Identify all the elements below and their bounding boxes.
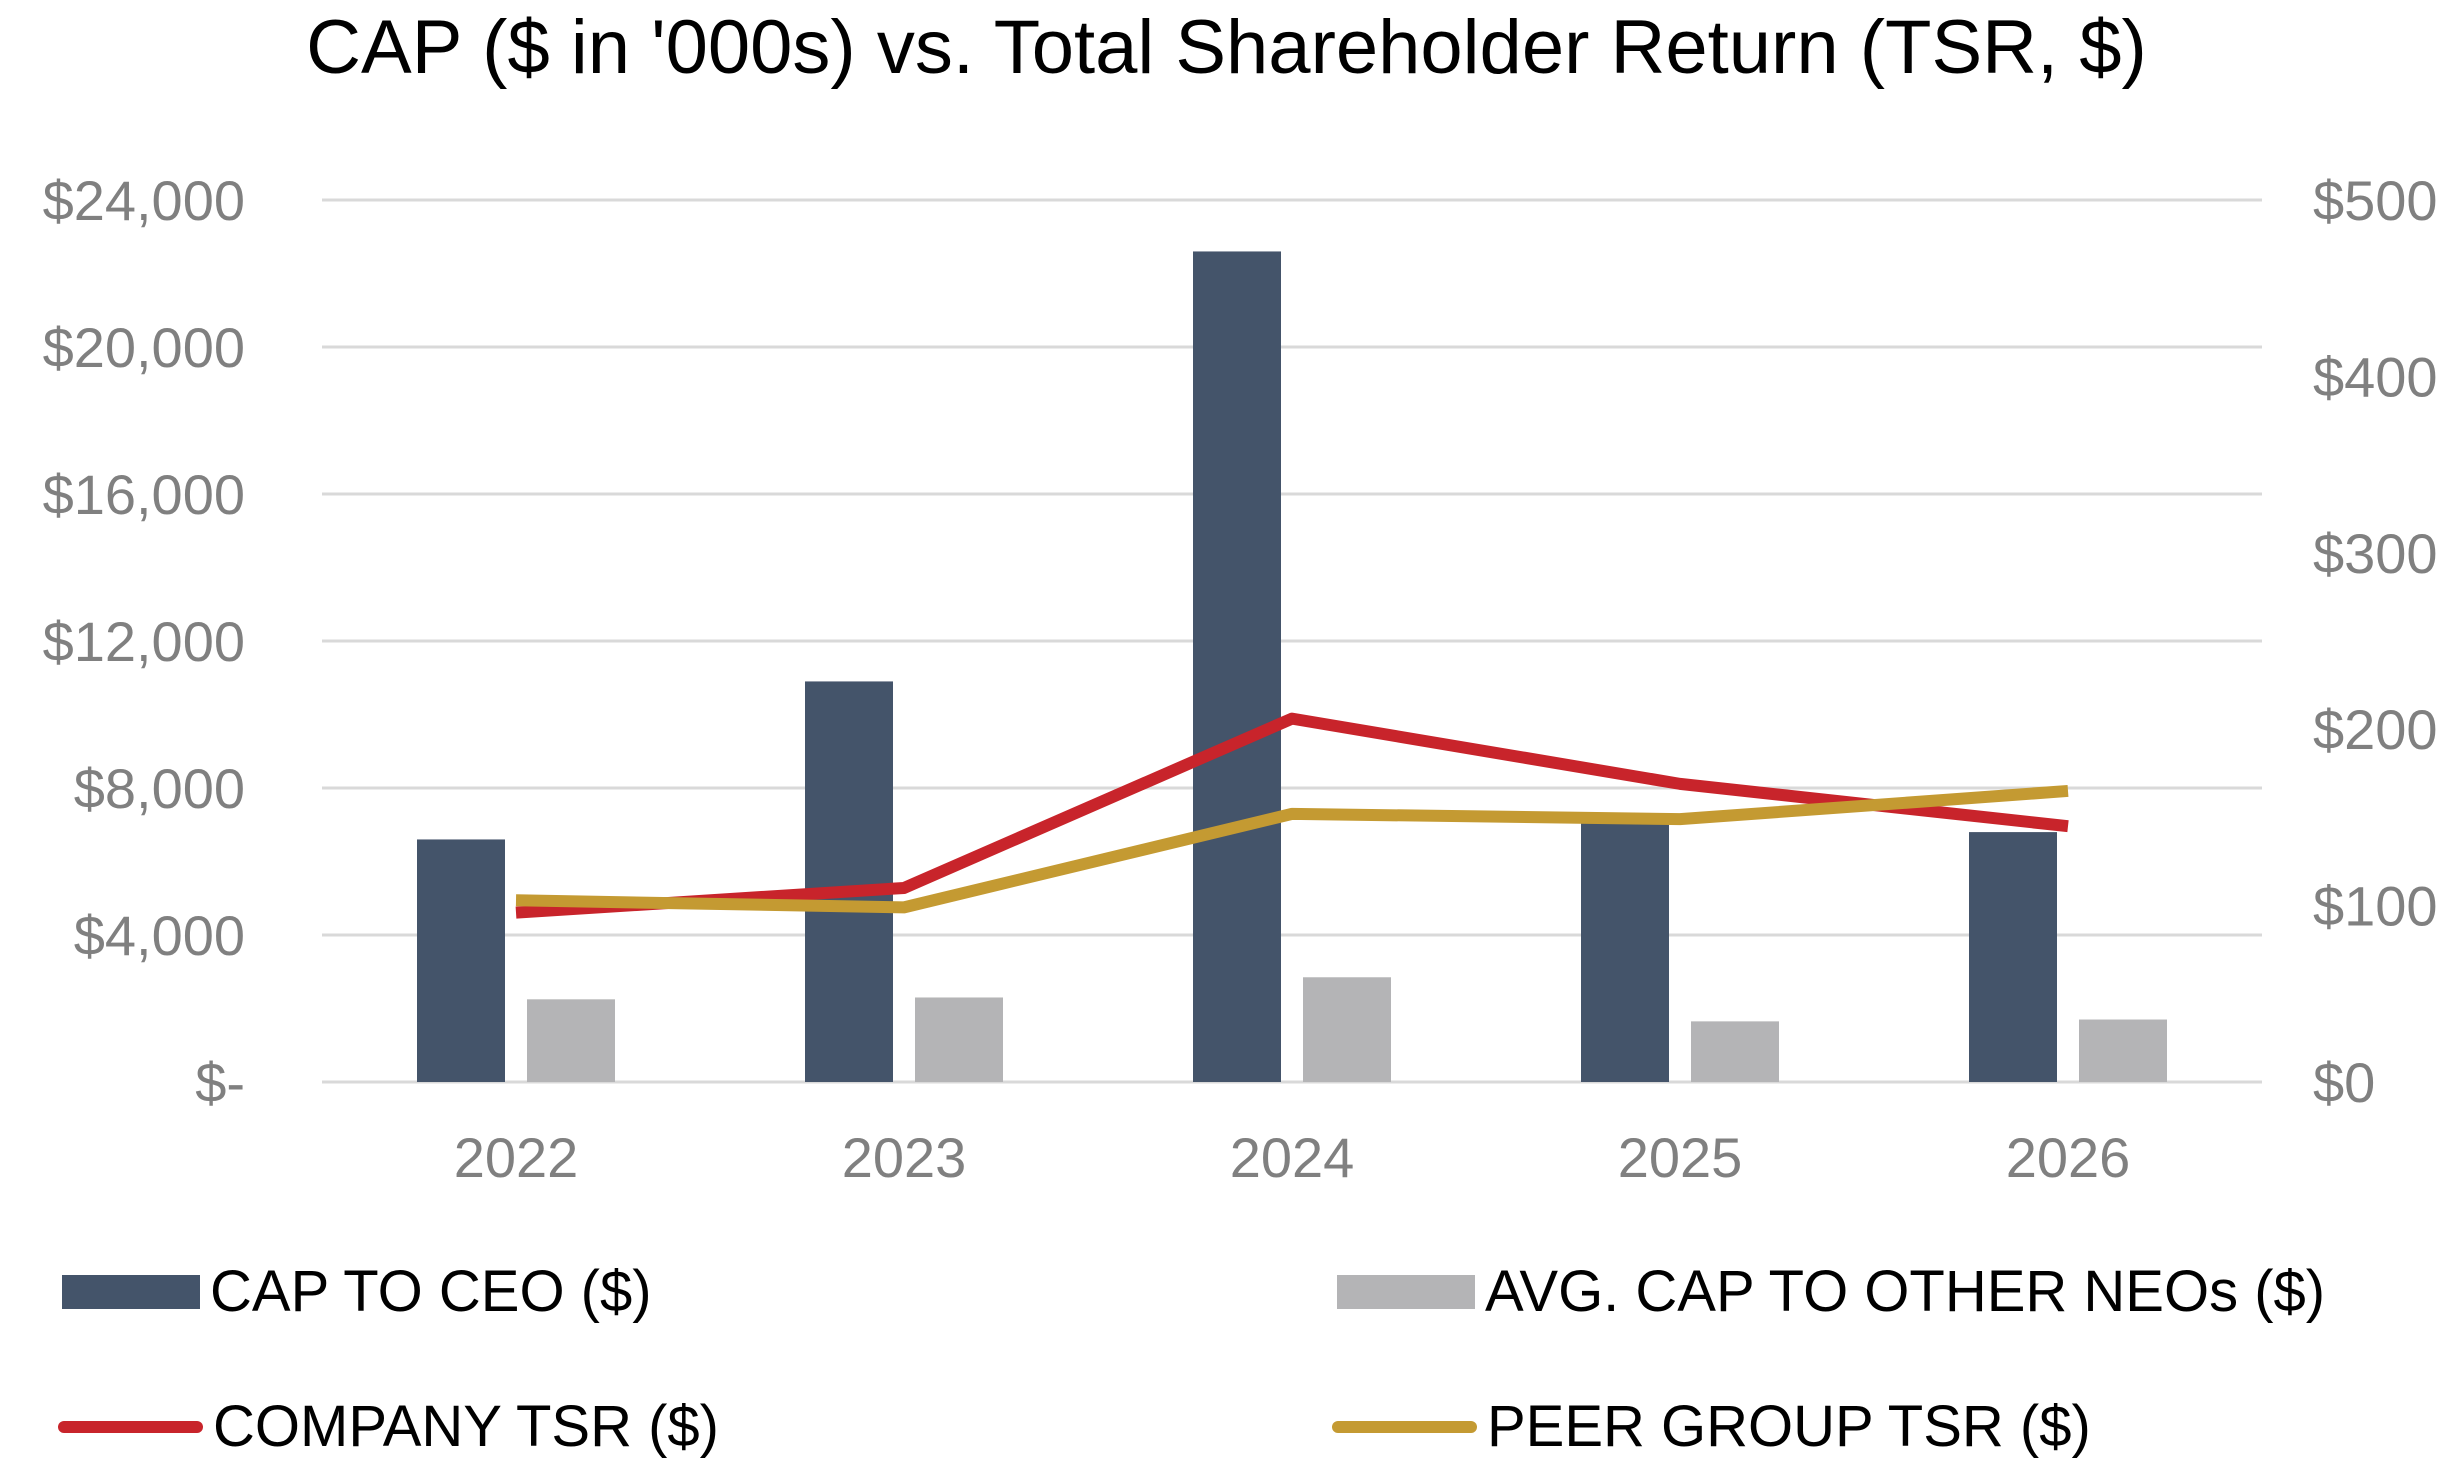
x-tick-label: 2022 <box>454 1126 579 1189</box>
bar-avg-cap-neos <box>915 997 1003 1082</box>
y-left-tick-label: $12,000 <box>43 610 245 673</box>
bar-cap-ceo <box>805 681 893 1082</box>
y-left-tick-label: $16,000 <box>43 463 245 526</box>
gridlines <box>322 198 2262 1084</box>
bar-avg-cap-neos <box>1691 1021 1779 1082</box>
y-right-tick-label: $400 <box>2313 345 2438 408</box>
x-tick-label: 2023 <box>842 1126 967 1189</box>
line-peer-group-tsr <box>515 784 2069 914</box>
bar-cap-ceo <box>1581 821 1669 1082</box>
line-company-tsr <box>515 712 2069 919</box>
bar-cap-ceo <box>417 839 505 1082</box>
y-right-tick-label: $500 <box>2313 169 2438 232</box>
bar-cap-ceo <box>1969 832 2057 1082</box>
y-right-tick-label: $100 <box>2313 875 2438 938</box>
bar-avg-cap-neos <box>527 999 615 1082</box>
bar-avg-cap-neos <box>1303 977 1391 1082</box>
y-left-tick-label: $- <box>195 1051 245 1114</box>
chart-title: CAP ($ in '000s) vs. Total Shareholder R… <box>306 5 2147 90</box>
y-right-tick-label: $200 <box>2313 698 2438 761</box>
y-left-tick-label: $8,000 <box>74 757 245 820</box>
axis-labels: $- $4,000 $8,000 $12,000 $16,000 $20,000 $24,0… <box>43 169 2438 1189</box>
bar-avg-cap-neos <box>2079 1019 2167 1082</box>
y-left-tick-label: $24,000 <box>43 169 245 232</box>
x-tick-label: 2025 <box>1618 1126 1743 1189</box>
x-tick-label: 2024 <box>1230 1126 1355 1189</box>
y-right-tick-label: $300 <box>2313 522 2438 585</box>
bars <box>417 251 2167 1082</box>
y-left-tick-label: $4,000 <box>74 904 245 967</box>
tsr-lines <box>515 712 2069 919</box>
x-tick-label: 2026 <box>2006 1126 2131 1189</box>
y-left-tick-label: $20,000 <box>43 316 245 379</box>
y-right-tick-label: $0 <box>2313 1051 2375 1114</box>
bar-cap-ceo <box>1193 251 1281 1082</box>
